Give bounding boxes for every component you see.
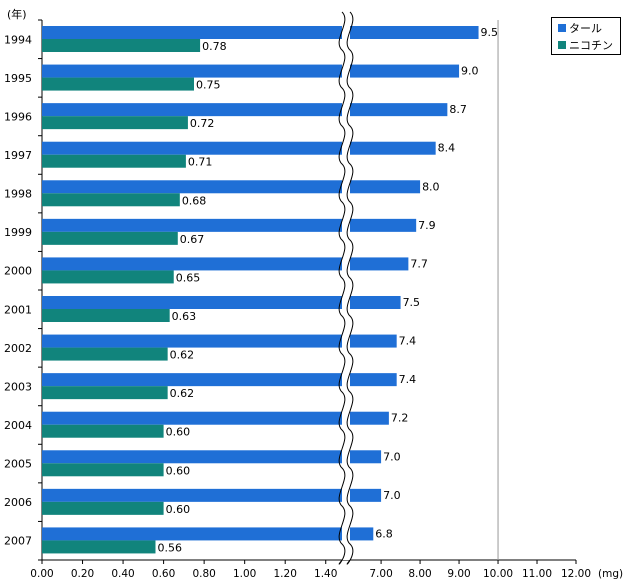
tar-value-label: 9.0 xyxy=(461,65,479,78)
x-tick-label: 1.40 xyxy=(314,568,337,580)
nicotine-bar xyxy=(42,193,180,207)
tar-value-label: 7.7 xyxy=(410,257,428,270)
tar-value-label: 7.5 xyxy=(403,296,421,309)
tar-bar xyxy=(42,450,382,464)
legend-swatch-tar xyxy=(558,24,566,32)
tar-bar xyxy=(42,26,479,39)
x-tick-label: 8.00 xyxy=(408,568,431,580)
nicotine-value-label: 0.67 xyxy=(180,233,205,246)
x-tick-label: 1.20 xyxy=(274,568,297,580)
year-label: 1995 xyxy=(4,72,32,85)
nicotine-value-label: 0.62 xyxy=(170,387,195,400)
axis-break-line-right xyxy=(346,11,354,565)
nicotine-value-label: 0.68 xyxy=(182,194,207,207)
year-label: 2004 xyxy=(4,419,32,432)
nicotine-bar xyxy=(42,77,194,91)
x-tick-label: 7.00 xyxy=(369,568,392,580)
nicotine-bar xyxy=(42,154,186,168)
x-tick-label: 12.00 xyxy=(561,568,591,580)
tar-bar xyxy=(42,373,397,387)
legend-swatch-nicotine xyxy=(558,41,566,49)
x-tick-label: 0.00 xyxy=(30,568,53,580)
x-tick-label: 0.40 xyxy=(111,568,134,580)
tar-bar xyxy=(42,296,401,309)
tar-value-label: 9.5 xyxy=(481,26,499,39)
tar-value-label: 8.7 xyxy=(449,103,467,116)
x-tick-label: 0.80 xyxy=(192,568,215,580)
nicotine-bar xyxy=(42,39,201,52)
year-label: 1998 xyxy=(4,188,32,201)
tar-value-label: 7.9 xyxy=(418,219,436,232)
nicotine-value-label: 0.60 xyxy=(166,464,191,477)
nicotine-bar xyxy=(42,347,168,361)
tar-value-label: 8.0 xyxy=(422,180,440,193)
x-tick-label: 10.00 xyxy=(483,568,513,580)
nicotine-bar xyxy=(42,231,178,245)
y-axis-unit-label: (年) xyxy=(7,8,27,21)
nicotine-value-label: 0.60 xyxy=(166,503,191,516)
x-tick-label: 9.00 xyxy=(447,568,470,580)
tar-value-label: 7.2 xyxy=(391,412,409,425)
nicotine-bar xyxy=(42,463,164,477)
tar-bar xyxy=(42,527,374,541)
tar-value-label: 8.4 xyxy=(438,142,456,155)
nicotine-value-label: 0.78 xyxy=(202,40,227,53)
nicotine-bar xyxy=(42,501,164,515)
year-label: 2002 xyxy=(4,342,32,355)
tar-bar xyxy=(42,103,448,117)
nicotine-value-label: 0.63 xyxy=(172,310,197,323)
legend-label-nicotine: ニコチン xyxy=(569,39,613,52)
nicotine-value-label: 0.56 xyxy=(157,541,182,554)
nicotine-value-label: 0.72 xyxy=(190,117,215,130)
legend-item-nicotine: ニコチン xyxy=(558,37,613,53)
tar-bar xyxy=(42,64,460,78)
nicotine-value-label: 0.71 xyxy=(188,156,213,169)
nicotine-bar xyxy=(42,540,156,554)
year-label: 2006 xyxy=(4,496,32,509)
tar-bar xyxy=(42,488,382,502)
nicotine-value-label: 0.65 xyxy=(176,271,201,284)
axis-break-line-left xyxy=(338,11,346,565)
year-label: 1997 xyxy=(4,149,32,162)
tar-value-label: 7.0 xyxy=(383,489,401,502)
x-tick-label: 0.20 xyxy=(71,568,94,580)
year-label: 1996 xyxy=(4,110,32,123)
tar-bar xyxy=(42,411,389,425)
nicotine-value-label: 0.62 xyxy=(170,349,195,362)
tar-bar xyxy=(42,180,421,194)
axis-break-gap xyxy=(342,12,350,560)
nicotine-value-label: 0.60 xyxy=(166,426,191,439)
tar-value-label: 7.4 xyxy=(399,335,417,348)
x-tick-label: 11.00 xyxy=(522,568,552,580)
tar-value-label: 7.4 xyxy=(399,373,417,386)
x-tick-label: 1.00 xyxy=(233,568,256,580)
nicotine-bar xyxy=(42,386,168,400)
nicotine-bar xyxy=(42,424,164,438)
legend-item-tar: タール xyxy=(558,20,602,36)
tar-value-label: 6.8 xyxy=(375,527,393,540)
year-label: 2000 xyxy=(4,265,32,278)
tar-bar xyxy=(42,141,436,155)
x-tick-label: 0.60 xyxy=(152,568,175,580)
nicotine-bar xyxy=(42,270,174,284)
year-label: 2007 xyxy=(4,535,32,548)
nicotine-bar xyxy=(42,309,170,322)
year-label: 1999 xyxy=(4,226,32,239)
year-label: 1994 xyxy=(4,33,32,46)
tar-bar xyxy=(42,334,397,348)
nicotine-bar xyxy=(42,116,188,130)
legend: タール ニコチン xyxy=(551,17,621,55)
year-label: 2003 xyxy=(4,380,32,393)
year-label: 2001 xyxy=(4,303,32,316)
year-label: 2005 xyxy=(4,458,32,471)
tar-value-label: 7.0 xyxy=(383,450,401,463)
tar-bar xyxy=(42,257,409,271)
nicotine-value-label: 0.75 xyxy=(196,79,221,92)
legend-label-tar: タール xyxy=(569,22,602,35)
x-axis-unit-label: (mg) xyxy=(598,568,623,580)
tar-bar xyxy=(42,218,417,232)
